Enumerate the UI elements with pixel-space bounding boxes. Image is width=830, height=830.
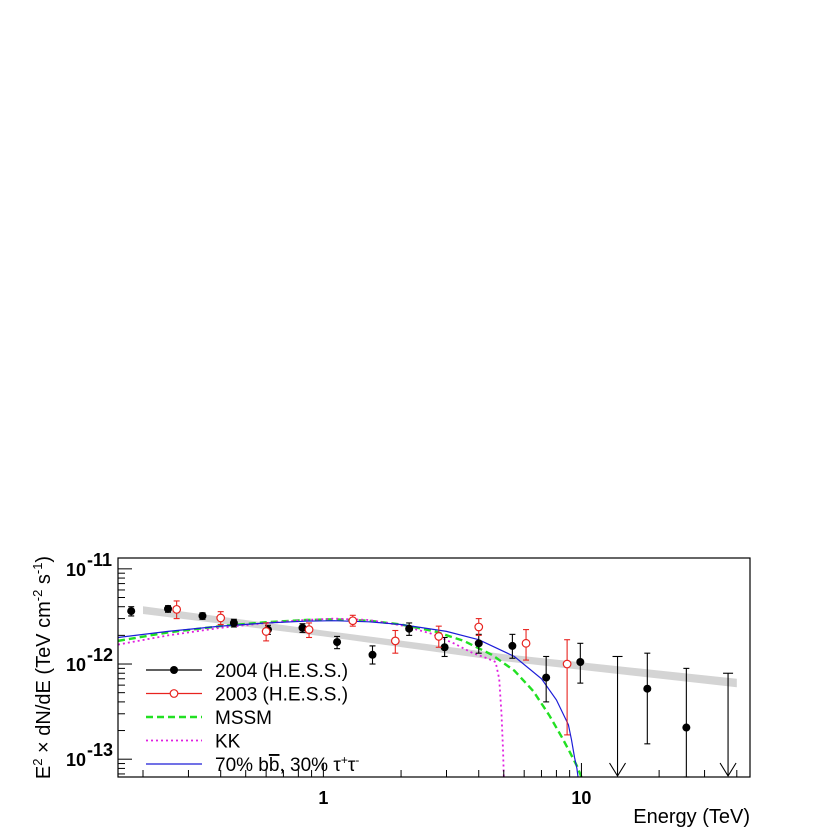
data-point xyxy=(440,643,449,652)
model-curves-layer xyxy=(118,617,583,777)
y-label-cm-exp: -2 xyxy=(30,590,45,602)
data-point xyxy=(508,641,517,650)
legend: 2004 (H.E.S.S.) 2003 (H.E.S.S.)MSSM KK70% … xyxy=(146,661,359,776)
y-tick-label: 10 xyxy=(66,560,86,580)
data-point xyxy=(562,659,572,669)
legend-label-bbar: b xyxy=(269,755,280,776)
data-point xyxy=(229,618,238,627)
y-tick-label-exponent: -12 xyxy=(87,645,113,665)
upper-limit-arrow xyxy=(609,762,627,778)
legend-swatch-marker xyxy=(170,666,178,674)
y-label-close: ) xyxy=(33,556,55,563)
y-label-s: s xyxy=(33,574,55,590)
legend-label-sup: - xyxy=(355,753,359,767)
x-tick-label: 10 xyxy=(571,788,591,808)
data-point xyxy=(298,623,307,632)
legend-label: MSSM xyxy=(215,708,272,729)
legend-label: 2004 (H.E.S.S.) xyxy=(215,661,348,682)
data-point xyxy=(304,625,314,634)
y-label-main: × dN/dE (TeV cm xyxy=(33,601,55,758)
y-tick-label: 10 xyxy=(66,750,86,770)
data-point xyxy=(405,624,414,633)
data-point xyxy=(682,723,691,732)
data-point xyxy=(474,639,483,648)
y-tick-label-exponent: -11 xyxy=(87,550,112,570)
data-point xyxy=(127,607,136,616)
data-point xyxy=(390,636,400,646)
legend-label: KK xyxy=(215,732,241,753)
legend-item: KK xyxy=(146,732,241,753)
x-axis-label: Energy (TeV) xyxy=(633,806,750,828)
data-point xyxy=(333,638,342,647)
y-label-e-exp: 2 xyxy=(30,759,45,766)
data-points-layer xyxy=(127,600,737,778)
legend-label-part: 70% b xyxy=(215,755,269,776)
y-tick-label: 10 xyxy=(66,655,86,675)
legend-label: 70% bb, 30% τ+τ- xyxy=(215,753,359,776)
plot-frame xyxy=(117,557,751,778)
data-point xyxy=(521,638,531,648)
legend-label-part: , 30% τ xyxy=(279,755,341,776)
model-curve-solid xyxy=(118,620,579,777)
data-point xyxy=(368,650,377,659)
data-point xyxy=(172,604,182,614)
y-label-e: E xyxy=(33,766,55,779)
y-axis-label: E2 × dN/dE (TeV cm-2 s-1) xyxy=(30,556,55,779)
data-point xyxy=(434,632,444,641)
series-points-1 xyxy=(172,600,572,736)
legend-label: 2003 (H.E.S.S.) xyxy=(215,685,348,706)
legend-item: 2003 (H.E.S.S.) xyxy=(146,685,348,706)
data-point xyxy=(542,673,551,682)
model-curve-dashed xyxy=(118,618,583,777)
data-point xyxy=(261,627,271,636)
y-label-s-exp: -1 xyxy=(30,563,45,575)
data-point xyxy=(348,616,358,626)
legend-item: MSSM xyxy=(146,708,272,729)
data-point xyxy=(474,622,484,632)
upper-limit-arrow xyxy=(719,762,737,778)
data-point xyxy=(164,604,173,613)
legend-item: 70% bb, 30% τ+τ- xyxy=(146,753,359,776)
data-point xyxy=(576,658,585,667)
data-point xyxy=(643,684,652,693)
model-curve-dotted xyxy=(118,617,505,777)
y-tick-label-exponent: -13 xyxy=(87,740,113,760)
data-point xyxy=(198,611,207,620)
x-tick-label: 1 xyxy=(318,788,328,808)
legend-swatch-marker xyxy=(169,689,179,698)
legend-label-sup: + xyxy=(341,753,348,767)
legend-label-part: τ xyxy=(348,755,356,776)
svg-text:E2 × dN/dE (TeV cm-2 s-1): E2 × dN/dE (TeV cm-2 s-1) xyxy=(30,556,55,779)
legend-item: 2004 (H.E.S.S.) xyxy=(146,661,348,682)
data-point xyxy=(216,613,226,623)
